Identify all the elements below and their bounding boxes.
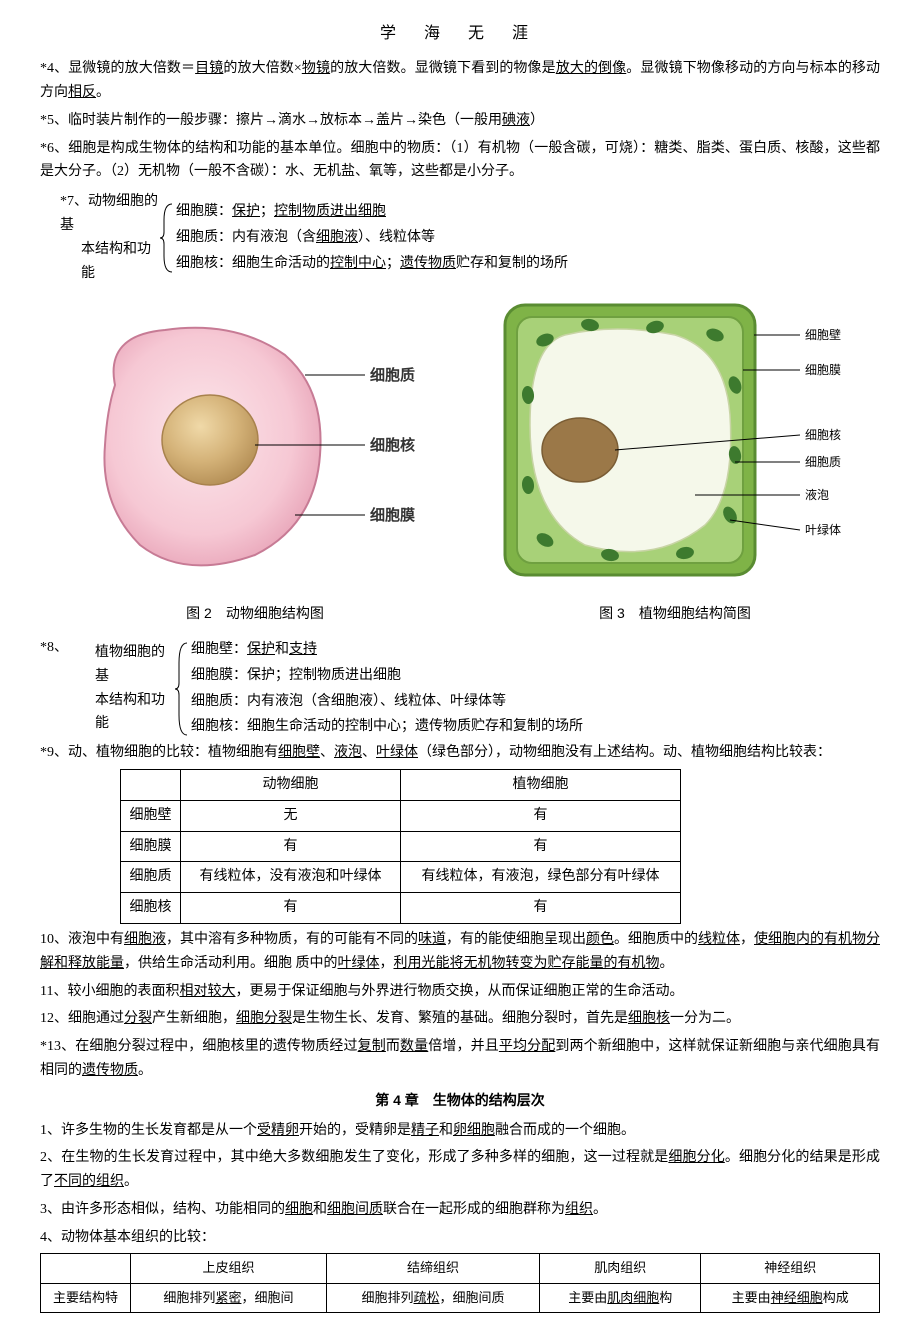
table-row: 细胞膜有有 xyxy=(121,831,681,862)
animal-cell-diagram: 细胞质 细胞核 细胞膜 图 2 动物细胞结构图 xyxy=(65,295,445,626)
bracket-icon xyxy=(175,641,191,737)
svg-text:细胞壁: 细胞壁 xyxy=(805,327,841,342)
ch-point-1: 1、许多生物的生长发育都是从一个受精卵开始的，受精卵是精子和卵细胞融合而成的一个… xyxy=(40,1119,880,1143)
animal-label-membrane: 细胞膜 xyxy=(370,506,415,524)
point-4: *4、显微镜的放大倍数＝目镜的放大倍数×物镜的放大倍数。显微镜下看到的物像是放大… xyxy=(40,57,880,105)
tissue-table: 上皮组织 结缔组织 肌肉组织 神经组织 主要结构特 细胞排列紧密，细胞间 细胞排… xyxy=(40,1253,880,1312)
point-9: *9、动、植物细胞的比较：植物细胞有细胞壁、液泡、叶绿体（绿色部分），动物细胞没… xyxy=(40,741,880,765)
svg-text:细胞膜: 细胞膜 xyxy=(805,363,841,377)
compare-table: 动物细胞植物细胞 细胞壁无有 细胞膜有有 细胞质有线粒体，没有液泡和叶绿体有线粒… xyxy=(120,769,681,924)
fig3-caption: 图 3 植物细胞结构简图 xyxy=(495,602,855,626)
ch-point-4: 4、动物体基本组织的比较： xyxy=(40,1226,880,1250)
page-header: 学 海 无 涯 xyxy=(40,20,880,47)
animal-label-nucleus: 细胞核 xyxy=(370,436,415,454)
svg-text:液泡: 液泡 xyxy=(805,487,829,502)
svg-text:细胞核: 细胞核 xyxy=(805,428,841,442)
table-row: 细胞核有有 xyxy=(121,893,681,924)
cell-diagrams: 细胞质 细胞核 细胞膜 图 2 动物细胞结构图 细胞壁 xyxy=(40,295,880,626)
table-row: 上皮组织 结缔组织 肌肉组织 神经组织 xyxy=(41,1254,880,1283)
point-10: 10、液泡中有细胞液，其中溶有多种物质，有的可能有不同的味道，有的能使细胞呈现出… xyxy=(40,928,880,976)
point-6: *6、细胞是构成生物体的结构和功能的基本单位。细胞中的物质：（1）有机物（一般含… xyxy=(40,137,880,185)
point-5: *5、临时装片制作的一般步骤：擦片→滴水→放标本→盖片→染色（一般用碘液） xyxy=(40,109,880,133)
ch-point-3: 3、由许多形态相似，结构、功能相同的细胞和细胞间质联合在一起形成的细胞群称为组织… xyxy=(40,1198,880,1222)
bracket-icon xyxy=(160,202,176,274)
point-8-group: *8、 植物细胞的基 本结构和功能 细胞壁：保护和支持 细胞膜：保护；控制物质进… xyxy=(40,636,880,741)
plant-cell-diagram: 细胞壁 细胞膜 细胞核 细胞质 液泡 叶绿体 图 3 植物细胞结构简图 xyxy=(495,295,855,626)
ch-point-2: 2、在生物的生长发育过程中，其中绝大多数细胞发生了变化，形成了多种多样的细胞，这… xyxy=(40,1146,880,1194)
chapter-title: 第 4 章 生物体的结构层次 xyxy=(40,1089,880,1113)
point-7-group: *7、动物细胞的基 本结构和功能 细胞膜：保护；控制物质进出细胞 细胞质：内有液… xyxy=(40,190,880,285)
point-11: 11、较小细胞的表面积相对较大，更易于保证细胞与外界进行物质交换，从而保证细胞正… xyxy=(40,980,880,1004)
animal-label-cytoplasm: 细胞质 xyxy=(370,366,415,384)
table-row: 细胞壁无有 xyxy=(121,800,681,831)
table-row: 主要结构特 细胞排列紧密，细胞间 细胞排列疏松，细胞间质 主要由肌肉细胞构 主要… xyxy=(41,1283,880,1312)
point-13: *13、在细胞分裂过程中，细胞核里的遗传物质经过复制而数量倍增，并且平均分配到两… xyxy=(40,1035,880,1083)
point-12: 12、细胞通过分裂产生新细胞，细胞分裂是生物生长、发育、繁殖的基础。细胞分裂时，… xyxy=(40,1007,880,1031)
table-row: 细胞质有线粒体，没有液泡和叶绿体有线粒体，有液泡，绿色部分有叶绿体 xyxy=(121,862,681,893)
table-row: 动物细胞植物细胞 xyxy=(121,769,681,800)
fig2-caption: 图 2 动物细胞结构图 xyxy=(65,602,445,626)
svg-text:细胞质: 细胞质 xyxy=(805,455,841,469)
svg-text:叶绿体: 叶绿体 xyxy=(805,522,841,537)
